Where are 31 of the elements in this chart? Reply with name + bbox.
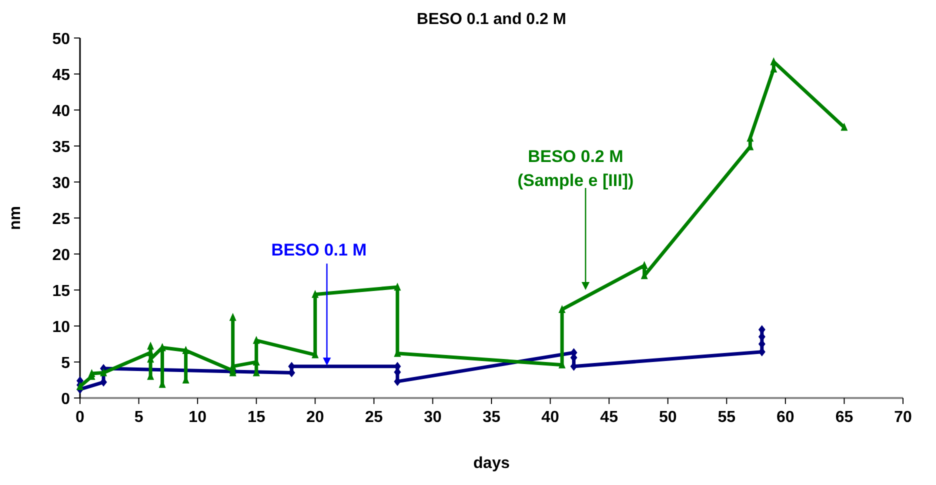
y-tick-label: 40 — [52, 103, 70, 120]
y-tick-label: 20 — [52, 247, 70, 264]
y-tick-label: 45 — [52, 67, 70, 84]
x-tick-label: 30 — [424, 409, 442, 426]
y-tick-label: 10 — [52, 319, 70, 336]
y-tick-label: 25 — [52, 211, 70, 228]
x-tick-label: 0 — [76, 409, 85, 426]
x-tick-label: 15 — [247, 409, 266, 426]
y-tick-label: 15 — [52, 283, 70, 300]
x-tick-label: 60 — [776, 409, 794, 426]
x-tick-label: 70 — [894, 409, 912, 426]
x-tick-label: 20 — [306, 409, 324, 426]
x-tick-label: 55 — [718, 409, 736, 426]
y-tick-label: 0 — [61, 391, 70, 408]
x-axis-title: days — [473, 455, 510, 472]
x-tick-label: 35 — [482, 409, 500, 426]
x-tick-label: 65 — [835, 409, 854, 426]
x-tick-label: 50 — [658, 409, 677, 426]
x-tick-label: 5 — [134, 409, 144, 426]
x-tick-label: 40 — [541, 409, 560, 426]
x-tick-label: 10 — [188, 409, 207, 426]
x-tick-label: 45 — [600, 409, 618, 426]
x-tick-label: 25 — [365, 409, 383, 426]
y-tick-label: 35 — [52, 139, 70, 156]
y-tick-label: 5 — [61, 355, 70, 372]
annotation: BESO 0.2 M (Sample e [III]) — [517, 147, 634, 190]
y-axis-title: nm — [7, 206, 24, 230]
annotation: BESO 0.1 M — [271, 240, 367, 260]
chart-title: BESO 0.1 and 0.2 M — [416, 11, 566, 28]
y-tick-label: 50 — [52, 31, 70, 48]
y-tick-label: 30 — [52, 175, 70, 192]
